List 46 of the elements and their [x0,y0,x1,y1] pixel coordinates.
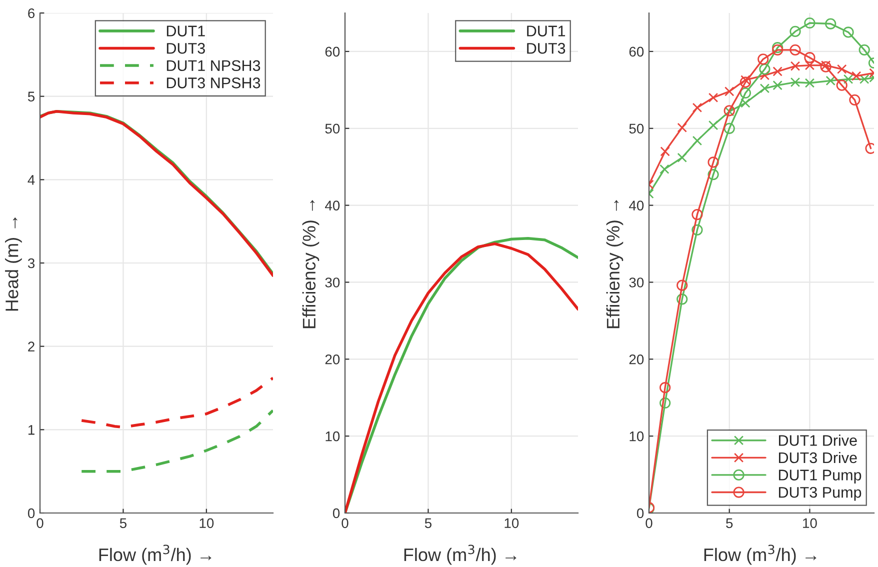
x-axis-title: Flow (m$^{3}$/h) → [704,544,816,565]
y-tick-label: 0 [28,508,35,518]
y-tick-label: 3 [28,258,35,268]
x-tick-label: 0 [646,518,652,528]
y-tick-label: 20 [325,354,340,364]
x-tick-label: 10 [803,518,817,528]
x-tick-label: 0 [342,518,348,528]
legend-label: DUT1 Drive [778,434,857,446]
y-tick-label: 4 [28,175,35,185]
legend-label: DUT3 [527,42,566,54]
legend-label: DUT1 [527,26,566,36]
y-tick-label: 60 [629,46,644,57]
y-tick-label: 40 [325,200,340,210]
y-tick-label: 6 [28,8,35,18]
y-axis-title: Efficiency (%) → [606,200,624,328]
x-tick-label: 5 [120,518,126,528]
y-tick-label: 5 [28,92,35,102]
y-axis-title: Head (m) → [5,218,22,311]
y-tick-label: 60 [325,46,340,57]
y-tick-label: 0 [636,508,644,518]
y-tick-label: 20 [629,354,644,364]
legend-label: DUT1 Pump [778,470,862,484]
x-tick-label: 5 [424,518,432,528]
x-tick-label: 5 [726,518,733,528]
y-tick-label: 30 [325,278,340,288]
y-tick-label: 30 [629,278,644,288]
legend-label: DUT1 [166,26,205,36]
x-tick-label: 0 [36,518,44,528]
legend-label: DUT1 NPSH3 [166,60,260,72]
legend-label: DUT3 NPSH3 [166,78,260,88]
x-axis-title: Flow (m$^{3}$/h) → [99,544,212,565]
y-tick-label: 1 [28,425,34,435]
legend-label: DUT3 [166,42,205,54]
y-tick-label: 2 [28,342,34,352]
x-tick-label: 10 [200,518,214,528]
y-tick-label: 10 [630,431,644,442]
y-tick-label: 50 [629,124,644,134]
y-axis-title: Efficiency (%) → [302,200,320,328]
y-tick-label: 0 [332,508,340,518]
legend-label: DUT3 Pump [778,486,862,501]
x-tick-label: 10 [504,518,519,528]
x-axis-title: Flow (m$^{3}$/h) → [404,544,516,565]
y-tick-label: 40 [629,200,644,210]
y-tick-label: 10 [326,431,340,442]
legend-label: DUT3 Drive [778,452,857,464]
y-tick-label: 50 [325,124,340,134]
